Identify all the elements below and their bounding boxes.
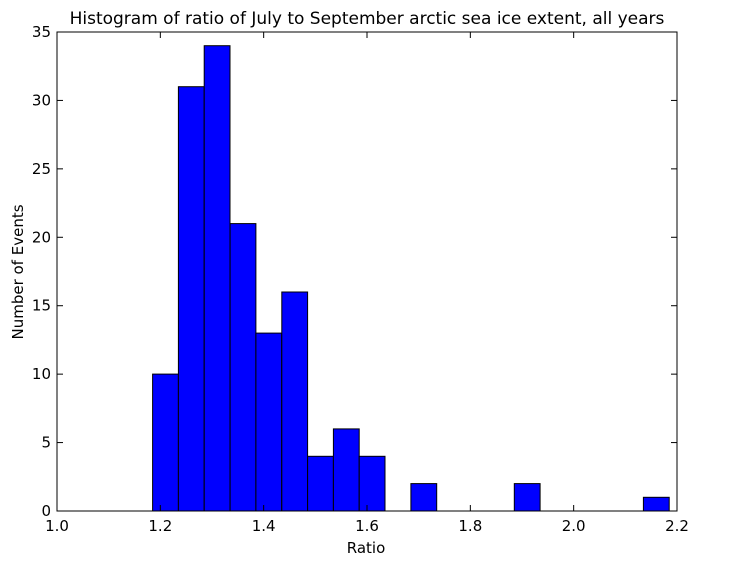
y-tick-label: 5 (41, 434, 51, 452)
y-tick-label: 35 (32, 23, 51, 41)
histogram-bar-8 (358, 455, 386, 512)
y-tick-label: 25 (32, 160, 51, 178)
y-tick-label: 20 (32, 228, 51, 246)
y-tick-label: 15 (32, 297, 51, 315)
x-tick-label: 2.0 (562, 517, 586, 535)
histogram-bar-3 (229, 223, 257, 512)
histogram-bar-4 (255, 332, 283, 512)
histogram-bar-2 (203, 45, 231, 512)
chart-title: Histogram of ratio of July to September … (70, 9, 665, 29)
histogram-bar-1 (177, 86, 205, 512)
y-axis-label: Number of Events (9, 204, 27, 339)
x-tick-label: 1.2 (148, 517, 172, 535)
x-tick-label: 1.0 (45, 517, 69, 535)
histogram-bar-5 (281, 291, 309, 512)
x-tick-label: 1.6 (355, 517, 379, 535)
histogram-bar-0 (152, 373, 179, 512)
histogram-bar-6 (307, 455, 334, 512)
histogram-bar-19 (642, 496, 670, 512)
bars-group (152, 45, 670, 512)
x-tick-label: 1.8 (458, 517, 482, 535)
x-axis-ticks: 1.0 1.2 1.4 1.6 1.8 2.0 2.2 (45, 32, 689, 535)
y-tick-label: 30 (32, 91, 51, 109)
histogram-bar-14 (513, 483, 541, 512)
histogram-bar-7 (332, 428, 360, 512)
x-axis-label: Ratio (347, 539, 386, 557)
x-tick-label: 2.2 (665, 517, 689, 535)
y-axis-ticks: 0 5 10 15 20 25 30 35 (32, 23, 677, 520)
x-tick-label: 1.4 (252, 517, 276, 535)
y-tick-label: 0 (41, 502, 51, 520)
y-tick-label: 10 (32, 365, 51, 383)
histogram-bar-10 (410, 483, 438, 512)
plot-frame (56, 31, 678, 512)
